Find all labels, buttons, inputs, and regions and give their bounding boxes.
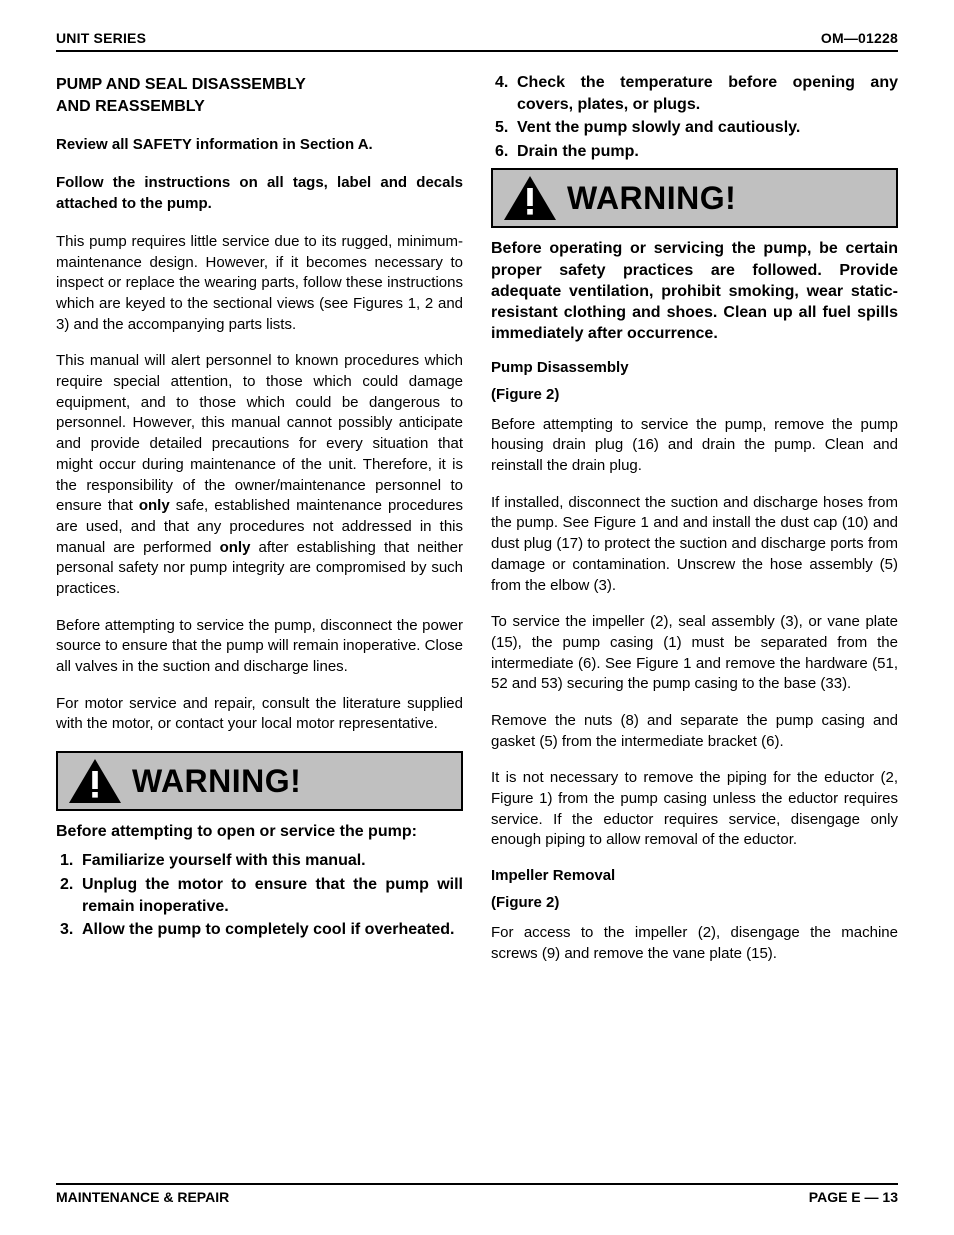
warning-box-left: WARNING!: [56, 751, 463, 811]
p2-only-1: only: [139, 497, 170, 514]
warning-label-left: WARNING!: [132, 763, 301, 800]
follow-instructions-line: Follow the instructions on all tags, lab…: [56, 173, 463, 214]
warning-list-left: 1.Familiarize yourself with this manual.…: [56, 850, 463, 940]
page-header: UNIT SERIES OM—01228: [56, 30, 898, 52]
subheading-impeller-removal: Impeller Removal: [491, 867, 898, 884]
warning-box-right: WARNING!: [491, 168, 898, 228]
warning-triangle-icon: [503, 175, 557, 221]
warning-caption-right: Before operating or servicing the pump, …: [491, 238, 898, 344]
footer-right: PAGE E — 13: [809, 1189, 898, 1205]
right-column: 4.Check the temperature before opening a…: [491, 74, 898, 964]
warn-item-6: 6.Drain the pump.: [517, 141, 898, 163]
figure-ref-1: (Figure 2): [491, 386, 898, 403]
warn-item-3: 3.Allow the pump to completely cool if o…: [82, 919, 463, 941]
section-title-line1: PUMP AND SEAL DISASSEMBLY: [56, 76, 306, 93]
header-left: UNIT SERIES: [56, 30, 146, 46]
header-right: OM—01228: [821, 30, 898, 46]
section-title-line2: AND REASSEMBLY: [56, 98, 205, 115]
warn-item-1: 1.Familiarize yourself with this manual.: [82, 850, 463, 872]
footer-left: MAINTENANCE & REPAIR: [56, 1189, 229, 1205]
warn-item-4: 4.Check the temperature before opening a…: [517, 72, 898, 115]
p2-only-2: only: [220, 539, 251, 556]
safety-review-line: Review all SAFETY information in Section…: [56, 135, 463, 155]
intro-paragraph-2: This manual will alert personnel to know…: [56, 351, 463, 599]
right-p4: Remove the nuts (8) and separate the pum…: [491, 711, 898, 752]
subheading-pump-disassembly: Pump Disassembly: [491, 359, 898, 376]
p2-part-a: This manual will alert personnel to know…: [56, 352, 463, 514]
warning-triangle-icon: [68, 758, 122, 804]
right-p3: To service the impeller (2), seal assemb…: [491, 612, 898, 695]
page-footer: MAINTENANCE & REPAIR PAGE E — 13: [56, 1183, 898, 1205]
section-title: PUMP AND SEAL DISASSEMBLY AND REASSEMBLY: [56, 74, 463, 117]
content-columns: PUMP AND SEAL DISASSEMBLY AND REASSEMBLY…: [56, 74, 898, 964]
warn-item-2: 2.Unplug the motor to ensure that the pu…: [82, 874, 463, 917]
warning-label-right: WARNING!: [567, 180, 736, 217]
intro-paragraph-3: Before attempting to service the pump, d…: [56, 616, 463, 678]
warn-item-5: 5.Vent the pump slowly and cautiously.: [517, 117, 898, 139]
right-p5: It is not necessary to remove the piping…: [491, 768, 898, 851]
page: UNIT SERIES OM—01228 PUMP AND SEAL DISAS…: [0, 0, 954, 1235]
figure-ref-2: (Figure 2): [491, 894, 898, 911]
intro-paragraph-1: This pump requires little service due to…: [56, 232, 463, 335]
warning-caption-left: Before attempting to open or service the…: [56, 821, 463, 842]
intro-paragraph-4: For motor service and repair, consult th…: [56, 694, 463, 735]
right-p2: If installed, disconnect the suction and…: [491, 493, 898, 596]
right-p6: For access to the impeller (2), disengag…: [491, 923, 898, 964]
left-column: PUMP AND SEAL DISASSEMBLY AND REASSEMBLY…: [56, 74, 463, 964]
right-p1: Before attempting to service the pump, r…: [491, 415, 898, 477]
warning-list-right: 4.Check the temperature before opening a…: [491, 72, 898, 162]
